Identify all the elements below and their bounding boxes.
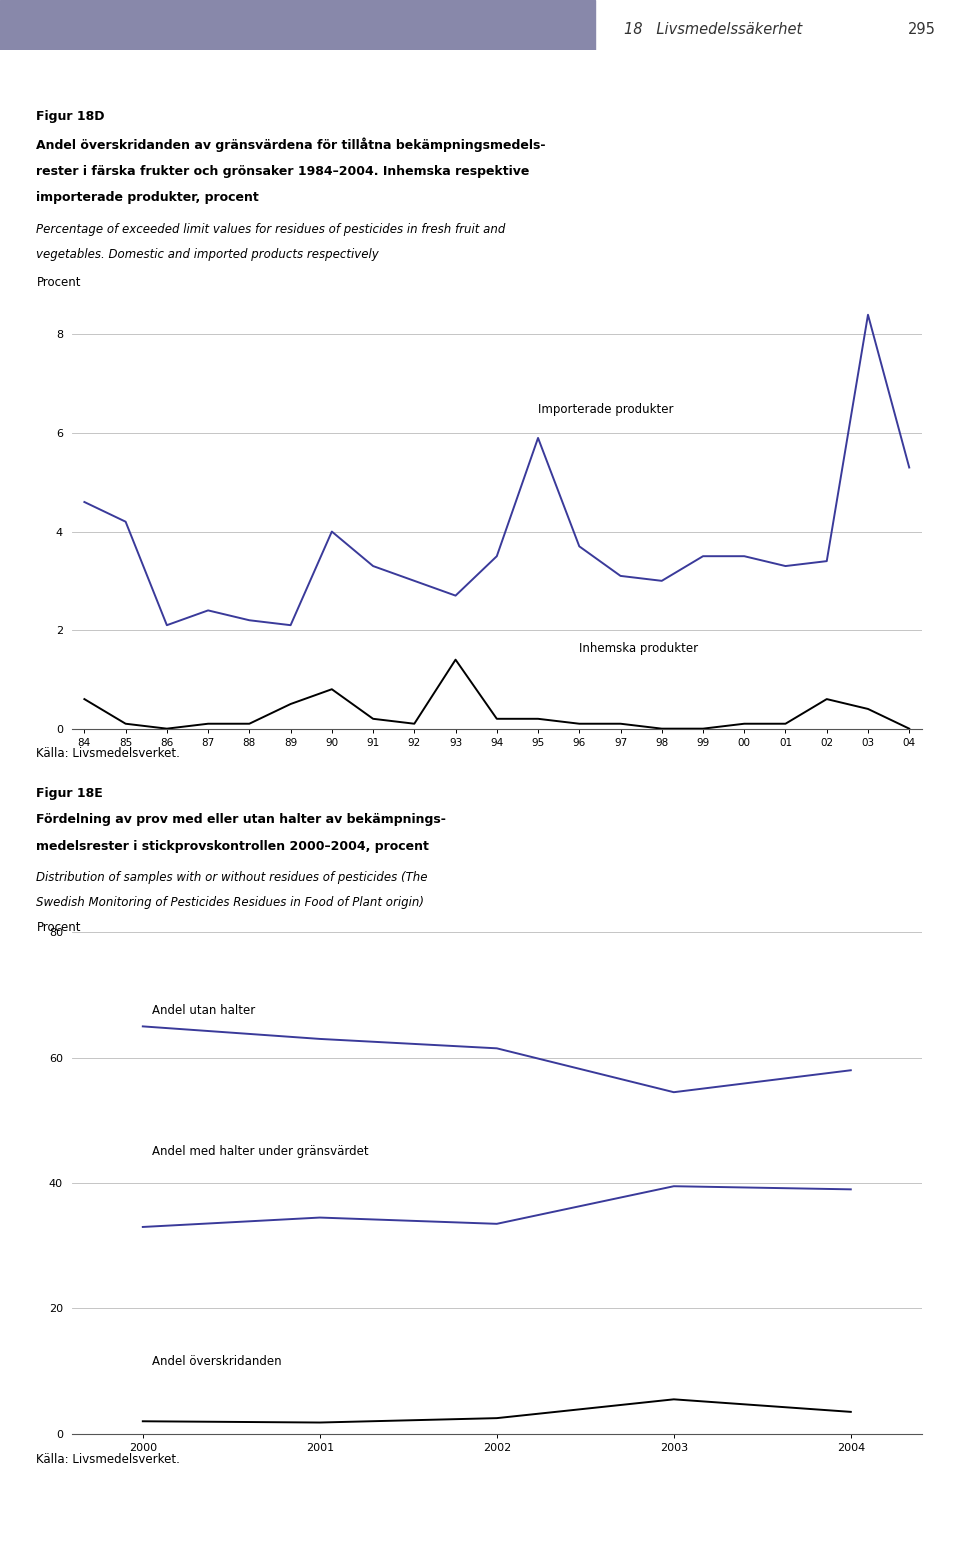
Text: Procent: Procent — [36, 921, 81, 934]
Text: Swedish Monitoring of Pesticides Residues in Food of Plant origin): Swedish Monitoring of Pesticides Residue… — [36, 896, 424, 909]
Text: Källa: Livsmedelsverket.: Källa: Livsmedelsverket. — [36, 1453, 180, 1465]
Text: 295: 295 — [908, 22, 936, 36]
Text: Andel med halter under gränsvärdet: Andel med halter under gränsvärdet — [152, 1145, 369, 1158]
Text: Inhemska produkter: Inhemska produkter — [579, 642, 699, 655]
Text: Importerade produkter: Importerade produkter — [538, 403, 674, 417]
Text: medelsrester i stickprovskontrollen 2000–2004, procent: medelsrester i stickprovskontrollen 2000… — [36, 840, 429, 852]
Text: Andel utan halter: Andel utan halter — [152, 1004, 255, 1017]
Text: importerade produkter, procent: importerade produkter, procent — [36, 191, 259, 204]
Text: Fördelning av prov med eller utan halter av bekämpnings-: Fördelning av prov med eller utan halter… — [36, 813, 446, 826]
Text: vegetables. Domestic and imported products respectively: vegetables. Domestic and imported produc… — [36, 248, 379, 260]
Text: Andel överskridanden av gränsvärdena för tillåtna bekämpningsmedels-: Andel överskridanden av gränsvärdena för… — [36, 138, 546, 152]
Text: Jordbruksstatistisk årsbok 2006: Jordbruksstatistisk årsbok 2006 — [717, 1533, 936, 1548]
Bar — [0, 0, 595, 50]
Text: Distribution of samples with or without residues of pesticides (The: Distribution of samples with or without … — [36, 871, 428, 884]
Text: Figur 18D: Figur 18D — [36, 110, 105, 122]
Text: Andel överskridanden: Andel överskridanden — [152, 1355, 281, 1368]
Text: Procent: Procent — [36, 276, 81, 288]
Text: Figur 18E: Figur 18E — [36, 787, 104, 799]
Text: 18   Livsmedelssäkerhet: 18 Livsmedelssäkerhet — [624, 22, 803, 36]
Text: Källa: Livsmedelsverket.: Källa: Livsmedelsverket. — [36, 747, 180, 760]
Text: Percentage of exceeded limit values for residues of pesticides in fresh fruit an: Percentage of exceeded limit values for … — [36, 223, 506, 235]
Text: rester i färska frukter och grönsaker 1984–2004. Inhemska respektive: rester i färska frukter och grönsaker 19… — [36, 165, 530, 177]
